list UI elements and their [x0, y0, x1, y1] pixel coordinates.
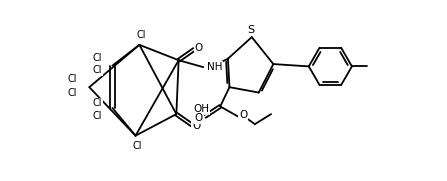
Text: Cl: Cl [92, 53, 102, 63]
Text: O: O [194, 113, 203, 123]
Text: NH: NH [207, 62, 223, 72]
Text: O: O [239, 110, 248, 120]
Text: Cl: Cl [92, 98, 102, 108]
Text: Cl: Cl [67, 74, 77, 85]
Text: O: O [192, 121, 201, 131]
Text: Cl: Cl [92, 65, 102, 75]
Text: S: S [248, 25, 255, 35]
Text: Cl: Cl [136, 30, 146, 40]
Text: OH: OH [193, 104, 209, 115]
Text: Cl: Cl [67, 88, 77, 98]
Text: O: O [194, 43, 203, 53]
Text: Cl: Cl [132, 141, 142, 151]
Text: Cl: Cl [92, 111, 102, 121]
